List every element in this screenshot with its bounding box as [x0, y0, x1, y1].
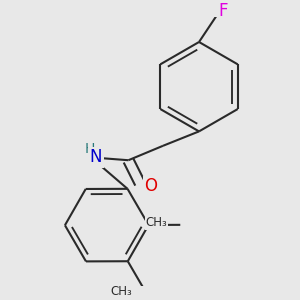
Text: O: O: [144, 177, 158, 195]
Text: F: F: [219, 2, 228, 20]
Text: H: H: [84, 142, 94, 156]
Text: N: N: [90, 148, 102, 166]
Text: CH₃: CH₃: [110, 285, 132, 298]
Text: CH₃: CH₃: [146, 216, 167, 229]
